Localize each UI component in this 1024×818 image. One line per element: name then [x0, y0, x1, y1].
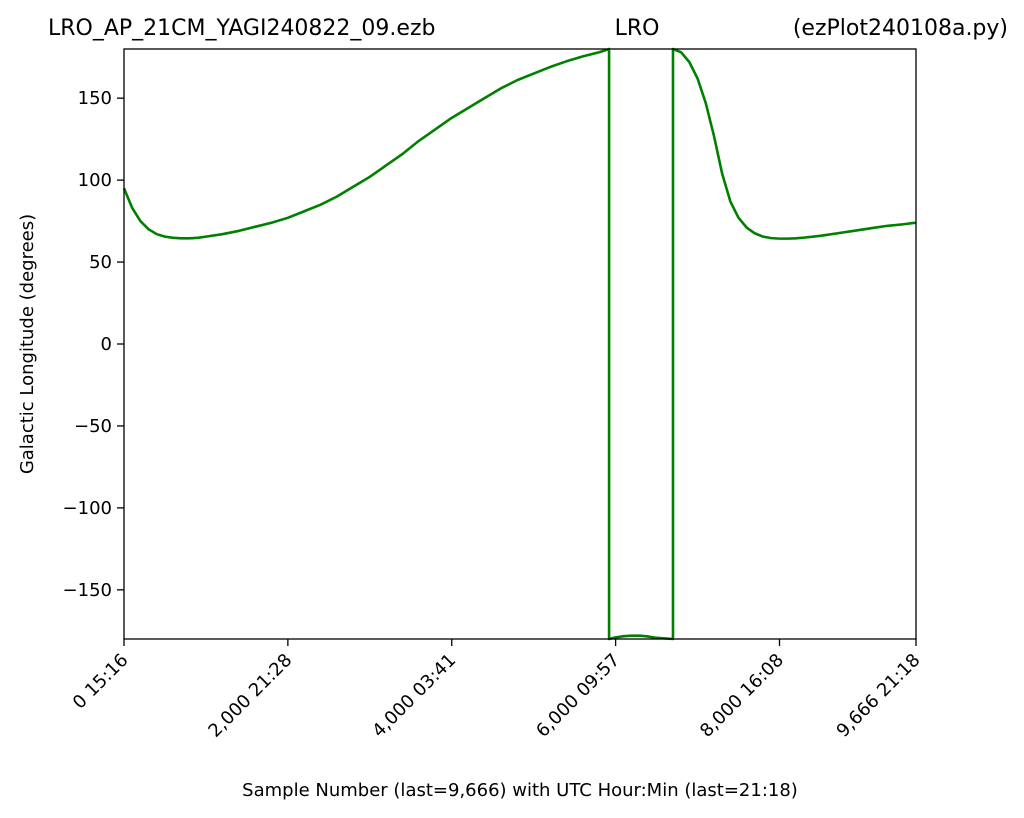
- x-tick-label: 2,000 21:28: [204, 650, 296, 742]
- x-tick-label: 4,000 03:41: [368, 650, 460, 742]
- y-tick-label: 100: [78, 170, 112, 191]
- chart-title-center: LRO: [615, 16, 660, 41]
- x-tick-label: 6,000 09:57: [532, 650, 624, 742]
- y-tick-label: −100: [63, 498, 112, 519]
- x-tick-label: 8,000 16:08: [696, 650, 788, 742]
- y-tick-label: −50: [74, 416, 112, 437]
- chart-title-left: LRO_AP_21CM_YAGI240822_09.ezb: [48, 16, 435, 41]
- x-axis-label: Sample Number (last=9,666) with UTC Hour…: [242, 780, 798, 801]
- plot-line-group: [122, 47, 917, 641]
- plot-frame: [123, 48, 917, 640]
- x-tick-label: 0 15:16: [69, 650, 133, 714]
- y-tick-label: −150: [63, 580, 112, 601]
- series-line-0: [122, 47, 917, 641]
- y-tick-label: 50: [89, 252, 112, 273]
- y-axis-label: Galactic Longitude (degrees): [17, 214, 38, 474]
- y-tick-label: 0: [101, 334, 112, 355]
- x-axis: 0 15:16 2,000 21:28 4,000 03:41 6,000 09:57…: [69, 639, 925, 742]
- y-axis: 150 100 50 0 −50 −100 −150: [63, 88, 124, 601]
- chart-title-right: (ezPlot240108a.py): [793, 16, 1008, 41]
- x-tick-label: 9,666 21:18: [833, 650, 925, 742]
- y-tick-label: 150: [78, 88, 112, 109]
